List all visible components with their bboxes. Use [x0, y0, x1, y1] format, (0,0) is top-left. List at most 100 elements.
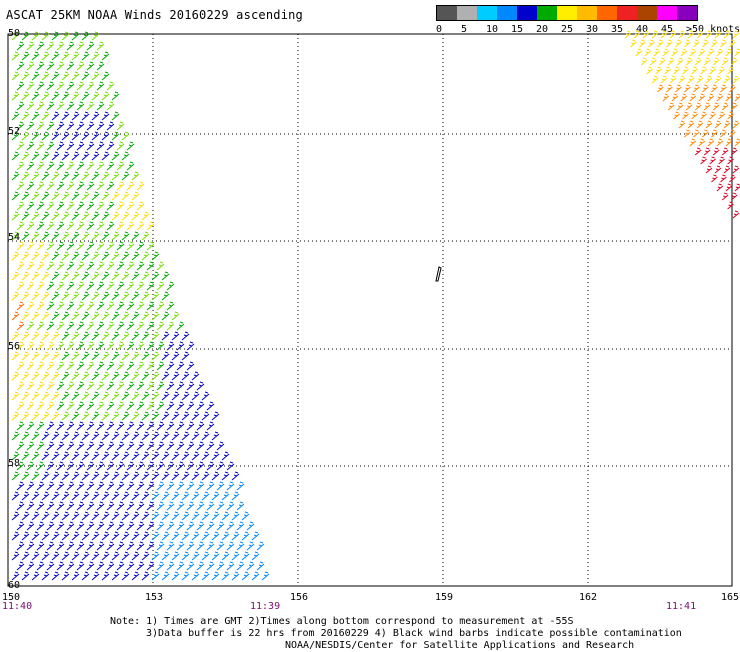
wind-barb [151, 531, 160, 541]
wind-barb [91, 491, 100, 501]
wind-barb [725, 183, 733, 192]
wind-barb [226, 561, 235, 571]
wind-barb [141, 491, 150, 501]
wind-barb [121, 531, 130, 541]
wind-barb [111, 91, 120, 101]
wind-barb [41, 211, 50, 221]
wind-barb [56, 501, 65, 511]
wind-barb [166, 321, 175, 331]
wind-barb [16, 41, 25, 51]
wind-barb [723, 30, 731, 39]
wind-barb [96, 61, 105, 71]
wind-barb [186, 341, 195, 351]
wind-barb [121, 511, 130, 521]
legend-label: 10 [486, 24, 499, 35]
legend-swatch [577, 6, 597, 20]
wind-barb [56, 221, 65, 231]
wind-barb [231, 491, 240, 501]
wind-barb [680, 93, 688, 102]
wind-barb [216, 481, 225, 491]
wind-barb [31, 431, 40, 441]
wind-barb [51, 231, 60, 241]
wind-barb [116, 181, 125, 191]
wind-barb [111, 171, 120, 181]
wind-barb [734, 93, 740, 102]
wind-barb [81, 251, 90, 261]
wind-barb [141, 231, 150, 241]
wind-barb [684, 84, 691, 93]
wind-barb [56, 461, 65, 471]
wind-barb [693, 39, 700, 48]
wind-barb [106, 501, 115, 511]
legend-labels: 0 5 10 15 20 25 30 35 40 45 >50 knots [436, 24, 740, 38]
wind-barb [196, 461, 205, 471]
wind-barb [211, 451, 220, 461]
wind-barb [81, 291, 90, 301]
wind-barb [166, 541, 175, 551]
wind-barb [111, 471, 120, 481]
wind-barb [91, 411, 100, 421]
wind-barb [56, 401, 65, 411]
wind-barb [101, 451, 110, 461]
wind-barb [31, 291, 40, 301]
wind-barb [36, 161, 45, 171]
wind-barb [46, 421, 55, 431]
wind-barb [121, 371, 130, 381]
wind-barb [26, 361, 35, 371]
legend-label: 40 [636, 24, 649, 35]
wind-barb [86, 81, 95, 91]
wind-barb [166, 421, 175, 431]
wind-barb [126, 421, 135, 431]
wind-barb [11, 151, 20, 161]
wind-barb [51, 171, 60, 181]
wind-barb [718, 156, 725, 165]
wind-barb [61, 351, 70, 361]
wind-barb [181, 391, 190, 401]
wind-barb [655, 66, 662, 75]
wind-barb [121, 131, 130, 141]
legend-label: 0 [436, 24, 443, 35]
wind-barb [56, 241, 65, 251]
wind-barb [121, 191, 130, 201]
wind-barb [712, 102, 720, 111]
wind-barb [41, 231, 50, 241]
wind-barb [21, 551, 30, 561]
wind-barb [56, 321, 65, 331]
wind-barb [66, 201, 75, 211]
wind-barb [41, 391, 50, 401]
wind-barb [86, 101, 95, 111]
wind-barb [146, 301, 155, 311]
lat-label-56: 56 [8, 341, 21, 352]
wind-barb [46, 261, 55, 271]
wind-barb [46, 561, 55, 571]
wind-barb [71, 551, 80, 561]
wind-barb [166, 501, 175, 511]
wind-barb [171, 371, 180, 381]
wind-barb [86, 421, 95, 431]
wind-barb [31, 91, 40, 101]
time-label-middle: 11:39 [250, 601, 281, 612]
wind-barb [696, 75, 704, 84]
wind-barb [201, 511, 210, 521]
wind-barb [36, 421, 45, 431]
wind-barb [201, 551, 210, 561]
wind-barb [36, 61, 45, 71]
wind-barb [101, 211, 110, 221]
wind-barb [16, 321, 25, 331]
wind-barb [71, 331, 80, 341]
wind-barb [251, 571, 260, 581]
wind-barb [725, 93, 733, 102]
wind-barb [126, 261, 135, 271]
wind-barb [111, 131, 120, 141]
wind-barb [31, 191, 40, 201]
wind-barb [673, 111, 680, 120]
wind-barb [156, 461, 165, 471]
wind-barb [96, 381, 105, 391]
wind-barb [31, 351, 40, 361]
wind-barb [161, 431, 170, 441]
wind-barb [16, 461, 25, 471]
wind-barb [11, 251, 20, 261]
wind-barb [41, 31, 50, 41]
wind-barb [662, 48, 670, 57]
wind-barb [36, 241, 45, 251]
